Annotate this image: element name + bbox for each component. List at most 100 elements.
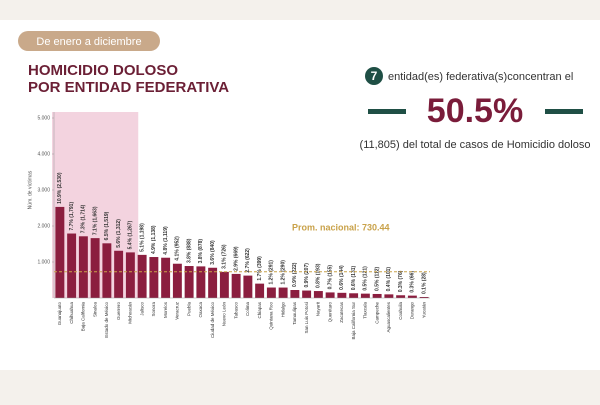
bar — [231, 273, 241, 298]
value-label: 7.3% (1,714) — [81, 204, 87, 233]
value-label: 0.5% (121) — [363, 266, 369, 291]
value-label: 1.2% (290) — [280, 260, 286, 285]
x-tick-label: Morelos — [163, 301, 168, 318]
value-label: 4.1% (952) — [175, 236, 181, 261]
value-label: 5.1% (1,198) — [139, 223, 145, 252]
chart-title: HOMICIDIO DOLOSO — [28, 62, 178, 79]
rule — [368, 109, 406, 114]
bar — [325, 292, 335, 298]
bar — [102, 243, 112, 298]
x-tick-label: Tamaulipas — [292, 301, 297, 325]
value-label: 5.6% (1,312) — [116, 219, 122, 248]
x-tick-label: Oaxaca — [198, 302, 203, 318]
bar — [419, 296, 429, 298]
value-label: 3.6% (840) — [210, 240, 216, 265]
bar — [266, 287, 276, 298]
y-tick-label: 5.000 — [37, 115, 50, 121]
value-label: 2.9% (669) — [233, 246, 239, 271]
y-tick-label: 4.000 — [37, 151, 50, 157]
bar — [313, 291, 323, 298]
value-label: 3.8% (878) — [198, 239, 204, 264]
value-label: 0.7% (155) — [327, 265, 333, 290]
x-tick-label: Sonora — [151, 302, 156, 317]
bar — [184, 266, 194, 298]
x-tick-label: Chihuahua — [69, 302, 74, 324]
bar — [302, 290, 312, 298]
x-tick-label: Estado de México — [104, 302, 109, 338]
value-label: 1.7% (399) — [257, 256, 263, 281]
bar — [55, 206, 65, 298]
bar — [290, 290, 300, 298]
value-label: 0.5% (112) — [374, 266, 380, 291]
bar — [137, 254, 147, 298]
x-tick-label: Puebla — [186, 302, 191, 317]
x-tick-label: Baja California Sur — [351, 302, 356, 340]
value-label: 0.6% (131) — [351, 265, 357, 290]
x-tick-label: Colima — [245, 302, 250, 317]
value-label: 6.5% (1,519) — [104, 211, 110, 240]
x-tick-label: Querétaro — [327, 302, 332, 323]
callout-text: (11,805) del total de casos de Homicidio… — [360, 139, 591, 151]
x-tick-label: Zacatecas — [339, 301, 344, 323]
y-tick-label: 1.000 — [37, 259, 50, 265]
x-tick-label: Sinaloa — [92, 302, 97, 318]
chart-subtitle: POR ENTIDAD FEDERATIVA — [28, 79, 229, 96]
x-tick-label: Jalisco — [139, 302, 144, 316]
bar — [67, 233, 77, 298]
x-tick-label: Tabasco — [233, 302, 238, 319]
bar — [125, 252, 135, 298]
value-label: 0.4% (101) — [386, 267, 392, 292]
bar — [243, 275, 253, 298]
x-tick-label: Nuevo León — [222, 302, 227, 327]
value-label: 3.1% (726) — [222, 244, 228, 269]
reference-label: Prom. nacional: 730.44 — [292, 222, 390, 232]
bar — [278, 287, 288, 298]
x-tick-label: Coahuila — [398, 302, 403, 320]
value-label: 5.4% (1,267) — [128, 220, 134, 249]
bar — [172, 263, 182, 298]
bar — [114, 250, 124, 298]
callout-text: entidad(es) federativa(s)concentran el — [388, 71, 573, 83]
rule — [545, 109, 583, 114]
bar — [407, 295, 417, 298]
value-label: 10.9% (2,530) — [57, 172, 63, 204]
x-tick-label: Quintana Roo — [269, 302, 274, 330]
value-label: 2.7% (622) — [245, 248, 251, 273]
value-label: 7.7% (1,791) — [69, 202, 75, 231]
x-tick-label: Veracruz — [175, 301, 180, 320]
value-label: 3.8% (888) — [186, 238, 192, 263]
x-tick-label: Ciudad de México — [210, 302, 215, 339]
period: De enero a diciembre — [36, 36, 141, 48]
plot: Núm. de víctimas 1.000 2.000 3.000 4.000 5.00… — [27, 112, 430, 340]
bar — [255, 283, 265, 298]
bar — [149, 257, 159, 298]
count: 7 — [371, 69, 378, 83]
x-tick-label: Guanajuato — [57, 302, 62, 326]
x-tick-label: Campeche — [374, 302, 379, 324]
x-tick-label: Hidalgo — [280, 302, 285, 318]
bar — [360, 293, 370, 298]
x-tick-label: Yucatán — [421, 302, 426, 319]
value-label: 4.9% (1,138) — [151, 225, 157, 254]
y-tick-label: 2.000 — [37, 223, 50, 229]
bar — [161, 257, 171, 298]
x-tick-label: Baja California — [81, 302, 86, 332]
value-label: 4.8% (1,119) — [163, 226, 169, 255]
x-tick-label: San Luis Potosí — [304, 301, 309, 333]
x-tick-label: Aguascalientes — [386, 301, 391, 332]
x-tick-label: Durango — [410, 302, 415, 320]
value-label: 0.9% (207) — [304, 263, 310, 288]
bar — [196, 266, 206, 298]
value-label: 0.1% (28) — [421, 272, 427, 294]
bar — [349, 293, 359, 298]
value-label: 0.3% (66) — [410, 271, 416, 293]
value-label: 0.8% (193) — [316, 263, 322, 288]
period-pill — [18, 31, 160, 51]
value-label: 0.3% (76) — [398, 270, 404, 292]
x-tick-label: Michoacán — [128, 302, 133, 324]
value-label: 0.9% (222) — [292, 262, 298, 287]
x-tick-label: Tlaxcala — [363, 302, 368, 319]
value-label: 0.6% (144) — [339, 265, 345, 290]
bar — [337, 292, 347, 298]
